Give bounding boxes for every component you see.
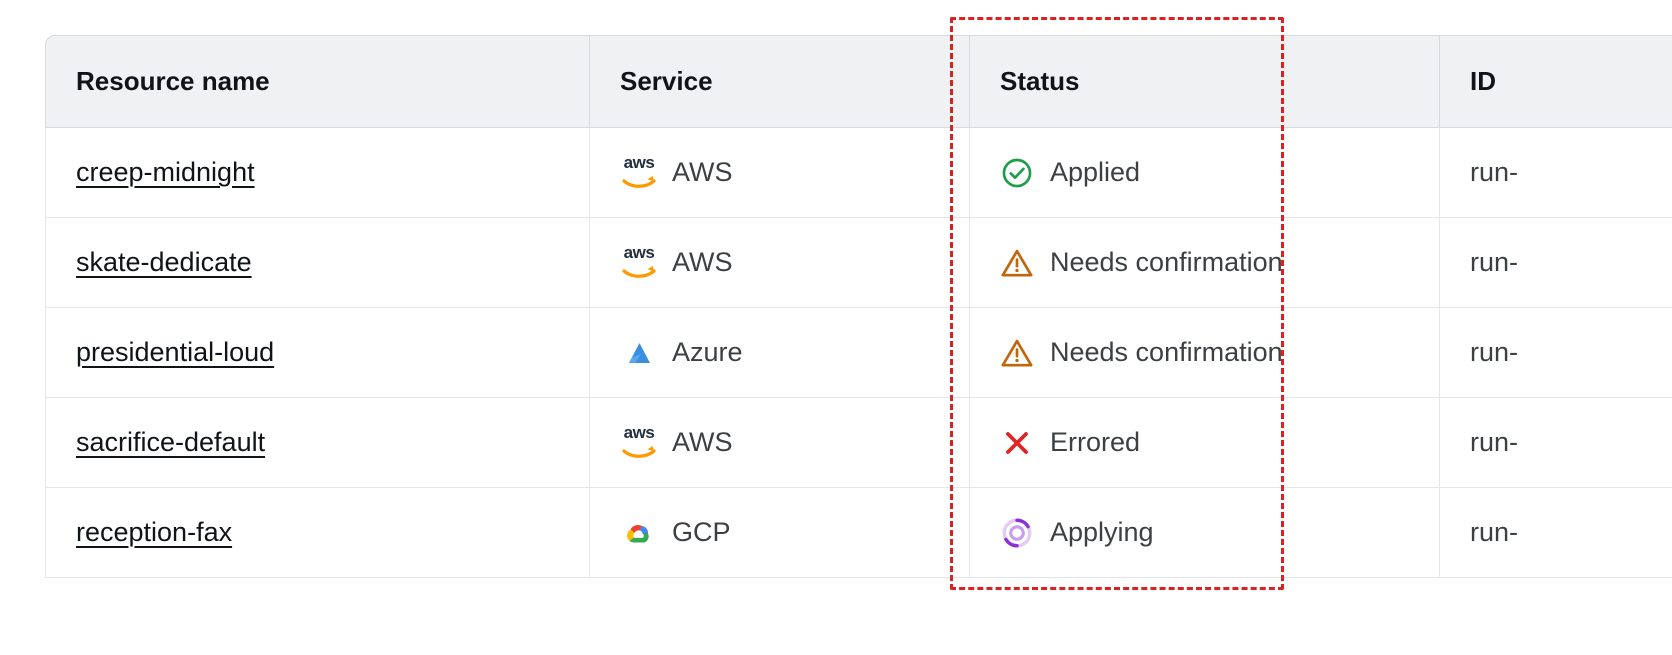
run-id-text: run- [1470, 157, 1519, 187]
warning-triangle-icon [1001, 249, 1033, 277]
column-header-status[interactable]: Status [970, 35, 1440, 128]
run-id-text: run- [1470, 337, 1519, 367]
table-row: skate-dedicate aws AWS [45, 218, 1672, 308]
status-badge: Needs confirmation [1000, 246, 1439, 280]
status-label: Needs confirmation [1050, 247, 1283, 277]
check-circle-icon [1002, 158, 1032, 187]
cell-id: run- [1440, 398, 1672, 488]
resource-name-link[interactable]: creep-midnight [76, 157, 255, 187]
run-id-text: run- [1470, 427, 1519, 457]
status-label: Applying [1050, 517, 1154, 547]
status-label: Applied [1050, 157, 1141, 187]
aws-logo-icon: aws [620, 154, 658, 190]
cell-resource-name: presidential-loud [45, 308, 590, 398]
gcp-logo-icon [620, 516, 658, 550]
status-badge: Applying [1000, 516, 1439, 550]
service-badge: Azure [620, 336, 969, 370]
spinner-icon [1002, 518, 1032, 547]
status-badge: Applied [1000, 156, 1439, 190]
table-row: creep-midnight aws AWS [45, 128, 1672, 218]
resource-name-link[interactable]: presidential-loud [76, 337, 275, 367]
warning-triangle-icon [1001, 339, 1033, 367]
status-label: Needs confirmation [1050, 337, 1283, 367]
table-row: presidential-loud Azure [45, 308, 1672, 398]
table-row: sacrifice-default aws AWS [45, 398, 1672, 488]
service-badge: aws AWS [620, 244, 969, 280]
cell-status: Needs confirmation [970, 218, 1440, 308]
cell-resource-name: sacrifice-default [45, 398, 590, 488]
column-header-id[interactable]: ID [1440, 35, 1672, 128]
resources-table: Resource name Service Status ID creep-mi… [45, 35, 1672, 578]
service-label: AWS [672, 247, 733, 277]
table-header: Resource name Service Status ID [45, 35, 1672, 128]
service-badge: aws AWS [620, 424, 969, 460]
cell-status: Applying [970, 488, 1440, 578]
cell-service: Azure [590, 308, 970, 398]
cell-id: run- [1440, 488, 1672, 578]
column-header-resource-name[interactable]: Resource name [45, 35, 590, 128]
azure-logo-icon [620, 336, 658, 370]
cell-service: aws AWS [590, 218, 970, 308]
cell-status: Needs confirmation [970, 308, 1440, 398]
cell-resource-name: reception-fax [45, 488, 590, 578]
resource-name-link[interactable]: sacrifice-default [76, 427, 266, 457]
resources-table-container: Resource name Service Status ID creep-mi… [45, 35, 1672, 655]
cell-resource-name: skate-dedicate [45, 218, 590, 308]
cell-resource-name: creep-midnight [45, 128, 590, 218]
cell-id: run- [1440, 218, 1672, 308]
aws-logo-icon: aws [620, 244, 658, 280]
status-badge: Needs confirmation [1000, 336, 1439, 370]
run-id-text: run- [1470, 247, 1519, 277]
run-id-text: run- [1470, 517, 1519, 547]
table-body: creep-midnight aws AWS [45, 128, 1672, 578]
cell-status: Errored [970, 398, 1440, 488]
status-label: Errored [1050, 427, 1141, 457]
service-label: AWS [672, 157, 733, 187]
x-mark-icon [1006, 431, 1028, 454]
status-badge: Errored [1000, 426, 1439, 460]
aws-logo-icon: aws [620, 424, 658, 460]
table-header-row: Resource name Service Status ID [45, 35, 1672, 128]
service-label: GCP [672, 517, 731, 547]
cell-service: aws AWS [590, 398, 970, 488]
service-label: Azure [672, 337, 743, 367]
column-header-service[interactable]: Service [590, 35, 970, 128]
resource-name-link[interactable]: skate-dedicate [76, 247, 252, 277]
cell-id: run- [1440, 128, 1672, 218]
cell-service: aws AWS [590, 128, 970, 218]
service-label: AWS [672, 427, 733, 457]
cell-service: GCP [590, 488, 970, 578]
cell-id: run- [1440, 308, 1672, 398]
table-row: reception-fax [45, 488, 1672, 578]
service-badge: aws AWS [620, 154, 969, 190]
cell-status: Applied [970, 128, 1440, 218]
service-badge: GCP [620, 516, 969, 550]
resource-name-link[interactable]: reception-fax [76, 517, 233, 547]
